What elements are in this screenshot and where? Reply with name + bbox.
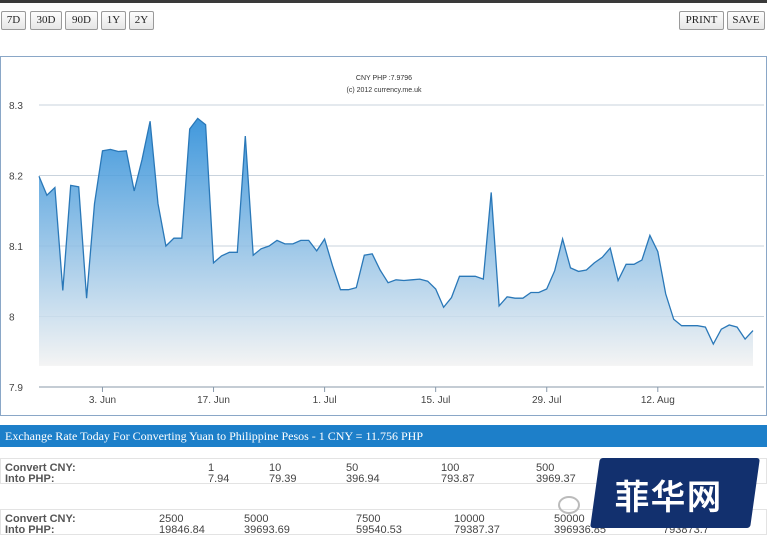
cny-amount: 10 — [269, 462, 282, 474]
php-amount: 19846.84 — [159, 524, 205, 536]
series-line — [38, 117, 754, 346]
convert-cny-label: Convert CNY: — [5, 462, 76, 474]
php-amount: 59540.53 — [356, 524, 402, 536]
cny-amount: 1 — [208, 462, 215, 474]
x-tick-label: 3. Jun — [89, 395, 116, 406]
watermark-text: 菲华网 — [615, 478, 723, 518]
x-tick-label: 17. Jun — [197, 395, 230, 406]
print-button[interactable]: PRINT — [679, 11, 724, 30]
x-tick-label: 1. Jul — [313, 395, 337, 406]
series-area-fill — [39, 118, 753, 366]
convert-cny-label: Convert CNY: — [5, 513, 76, 525]
x-tick-label: 29. Jul — [532, 395, 561, 406]
chart-container: 7.9 8 8.1 8.2 8.3 3. Jun 17. Jun 1. Jul 15. Jul 2… — [0, 56, 767, 416]
range-90d-button[interactable]: 90D — [65, 11, 98, 30]
chart-title: CNY PHP :7.9796 — [356, 75, 412, 82]
cny-amount: 100 — [441, 462, 460, 474]
cny-amount: 50 — [346, 462, 359, 474]
range-7d-button[interactable]: 7D — [1, 11, 26, 30]
x-tick-label: 15. Jul — [421, 395, 450, 406]
php-amount: 39693.69 — [244, 524, 290, 536]
php-amount: 7.94 — [208, 473, 230, 485]
cny-amount: 7500 — [356, 513, 381, 525]
range-30d-button[interactable]: 30D — [30, 11, 62, 30]
into-php-label: Into PHP: — [5, 473, 55, 485]
exchange-rate-chart: 7.9 8 8.1 8.2 8.3 3. Jun 17. Jun 1. Jul 15. Jul 2… — [9, 75, 764, 406]
chart-subtitle: (c) 2012 currency.me.uk — [347, 87, 422, 94]
x-tick-label: 12. Aug — [641, 395, 675, 406]
cny-amount: 5000 — [244, 513, 269, 525]
y-tick-label: 8.2 — [9, 172, 23, 183]
php-amount: 396.94 — [346, 473, 380, 485]
php-amount: 79387.37 — [454, 524, 500, 536]
y-tick-label: 8.1 — [9, 242, 23, 253]
y-tick-label: 8 — [9, 313, 15, 324]
php-amount: 3969.37 — [536, 473, 576, 485]
y-tick-label: 8.3 — [9, 101, 23, 112]
save-button[interactable]: SAVE — [727, 11, 765, 30]
range-2y-button[interactable]: 2Y — [129, 11, 154, 30]
cny-amount: 10000 — [454, 513, 485, 525]
range-1y-button[interactable]: 1Y — [101, 11, 126, 30]
cny-amount: 500 — [536, 462, 555, 474]
top-border — [0, 0, 767, 3]
cny-amount: 50000 — [554, 513, 585, 525]
y-tick-label: 7.9 — [9, 383, 23, 394]
cny-amount: 2500 — [159, 513, 184, 525]
into-php-label: Into PHP: — [5, 524, 55, 536]
exchange-rate-banner: Exchange Rate Today For Converting Yuan … — [0, 425, 767, 447]
wechat-icon — [558, 496, 580, 514]
php-amount: 79.39 — [269, 473, 297, 485]
php-amount: 793.87 — [441, 473, 475, 485]
